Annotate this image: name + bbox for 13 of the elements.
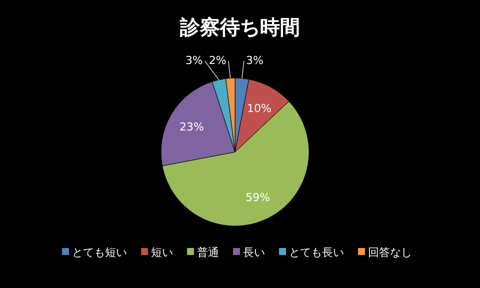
legend-label: とても長い — [289, 246, 344, 259]
legend-label: 長い — [243, 246, 265, 259]
legend-label: 回答なし — [368, 246, 412, 259]
legend-label: とても短い — [72, 246, 127, 259]
data-label: 3% — [185, 54, 203, 67]
data-label: 23% — [179, 120, 204, 134]
data-label: 59% — [246, 190, 270, 204]
legend-label: 短い — [151, 246, 173, 259]
legend-label: 普通 — [197, 246, 219, 259]
chart-title: 診察待ち時間 — [179, 15, 300, 39]
data-label: 10% — [247, 102, 272, 115]
data-label: 2% — [208, 54, 226, 67]
data-label: 3% — [246, 54, 264, 67]
